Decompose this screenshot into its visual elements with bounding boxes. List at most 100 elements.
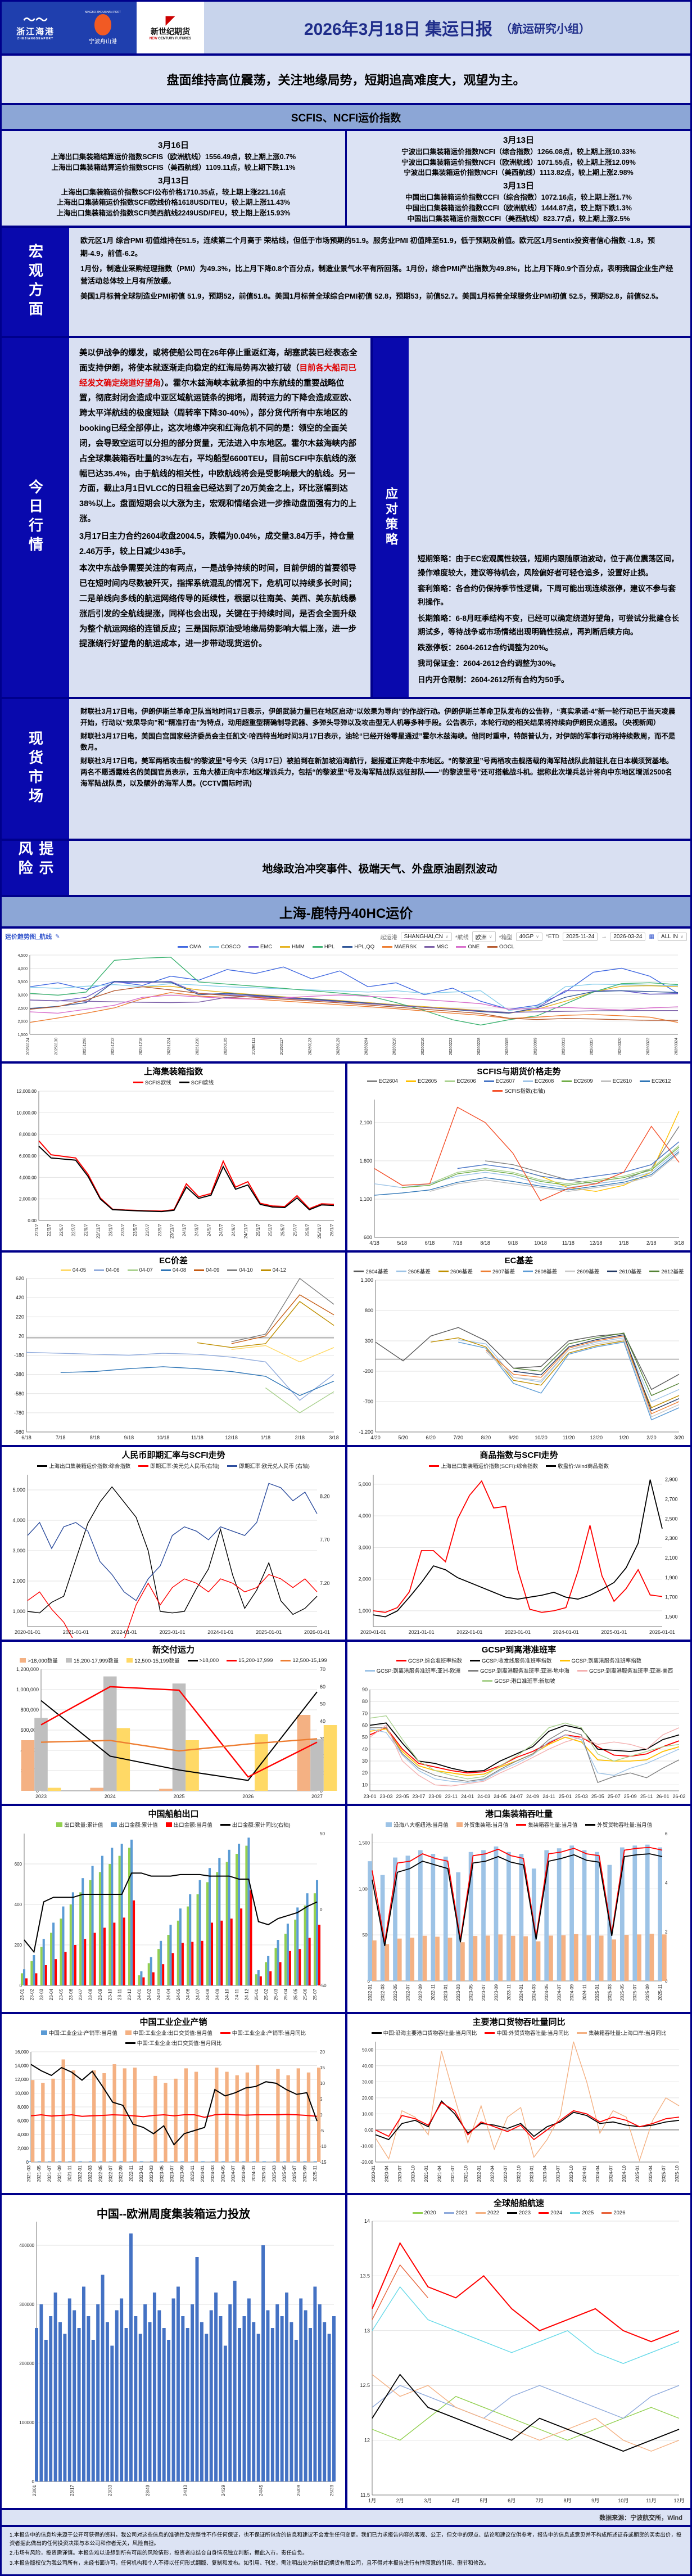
- index-date: 3月16日: [157, 141, 189, 151]
- svg-text:20260320: 20260320: [618, 1038, 622, 1055]
- edit-icon[interactable]: ✎: [55, 933, 60, 940]
- svg-text:420: 420: [16, 1295, 24, 1300]
- etd-to-input[interactable]: 2026-03-24: [610, 932, 646, 941]
- svg-text:12,000: 12,000: [15, 2077, 29, 2082]
- svg-text:2020-10: 2020-10: [410, 2165, 415, 2182]
- svg-text:-10.00: -10.00: [360, 2143, 373, 2149]
- etd-from-input[interactable]: 2025-11-24: [562, 932, 598, 941]
- svg-text:24-03: 24-03: [156, 1988, 161, 2000]
- legend-item: 2608基差: [523, 1267, 557, 1275]
- svg-text:2025-01: 2025-01: [261, 2165, 266, 2182]
- svg-text:220: 220: [16, 1314, 24, 1319]
- legend-item: 04-08: [160, 1267, 186, 1273]
- svg-text:25/5/7: 25/5/7: [281, 1223, 286, 1236]
- svg-text:300: 300: [365, 1338, 373, 1344]
- svg-text:500: 500: [363, 1933, 370, 1938]
- calendar-icon[interactable]: ▦: [649, 933, 654, 940]
- svg-text:5/20: 5/20: [398, 1435, 408, 1440]
- svg-text:2021-07: 2021-07: [47, 2165, 52, 2182]
- svg-text:6/18: 6/18: [21, 1435, 31, 1440]
- container-type-select[interactable]: 40GP ∨: [515, 932, 542, 941]
- strategy-margin: 我司保证金：2604-2612合约调整为30%。: [418, 659, 560, 668]
- chart-row-4: 人民币即期汇率与SCFI走势 上海出口集装箱运价指数:综合指数 即期汇率:美元兑人民…: [2, 1447, 690, 1656]
- origin-port-select[interactable]: SHANGHAI,CN ∨: [400, 932, 452, 941]
- svg-text:2,000.00: 2,000.00: [19, 1197, 37, 1202]
- legend-item: >18,000数量: [20, 1656, 58, 1664]
- svg-text:2022-07: 2022-07: [405, 1984, 410, 2001]
- new-century-futures-logo: ◤ 新世纪期货 NEW CENTURY FUTURES: [137, 2, 204, 53]
- svg-text:23-04: 23-04: [49, 1988, 54, 2000]
- svg-text:2021-11: 2021-11: [67, 2165, 73, 2181]
- svg-text:20251130: 20251130: [55, 1038, 58, 1055]
- svg-text:2022-01-01: 2022-01-01: [111, 1629, 137, 1635]
- ningbo-port-name-en: NINGBO ZHOUSHAN PORT: [84, 10, 121, 14]
- svg-text:2023: 2023: [35, 1794, 47, 1799]
- svg-text:2022-01: 2022-01: [368, 1984, 373, 2001]
- svg-text:620: 620: [16, 1276, 24, 1281]
- svg-text:25-09: 25-09: [624, 1794, 637, 1799]
- svg-text:5,000: 5,000: [12, 1487, 25, 1493]
- legend-item: OOCL: [487, 944, 514, 950]
- svg-text:2020-01: 2020-01: [371, 2165, 376, 2182]
- svg-text:30: 30: [320, 1736, 325, 1741]
- route-value: 欧洲: [475, 934, 487, 941]
- svg-text:22/11/7: 22/11/7: [96, 1223, 101, 1239]
- svg-text:90: 90: [362, 1687, 368, 1692]
- legend-item: EC2607: [483, 1078, 515, 1084]
- svg-text:800: 800: [365, 1308, 373, 1313]
- svg-text:2025-09: 2025-09: [645, 1984, 650, 2001]
- svg-text:1,500: 1,500: [359, 1840, 370, 1845]
- svg-text:1,300: 1,300: [360, 1277, 373, 1283]
- svg-text:-380: -380: [14, 1372, 24, 1377]
- svg-text:2,000: 2,000: [358, 1577, 371, 1582]
- svg-text:2024-03: 2024-03: [532, 1984, 537, 2001]
- svg-text:24-05: 24-05: [494, 1794, 506, 1799]
- freight-chart-title-bar: 上海-鹿特丹40HC运价: [2, 897, 690, 926]
- svg-text:4/18: 4/18: [369, 1240, 379, 1246]
- svg-text:0: 0: [26, 2160, 29, 2165]
- svg-text:3/18: 3/18: [329, 1435, 339, 1440]
- ncf-en-red: NEW: [149, 37, 157, 40]
- svg-text:24/7/7: 24/7/7: [219, 1223, 224, 1236]
- svg-text:4,000: 4,000: [358, 1513, 371, 1519]
- index-line: 宁波出口集装箱运价指数NCFI（综合指数）1266.08点，较上期上涨10.33…: [401, 147, 636, 156]
- chevron-down-icon: ∨: [536, 934, 539, 939]
- svg-text:2021-10: 2021-10: [463, 2165, 468, 2182]
- svg-text:25-07: 25-07: [608, 1794, 621, 1799]
- legend-item: 2024: [539, 2210, 562, 2216]
- index-line: 中国出口集装箱运价指数CCFI（欧洲航线）1444.87点，较上期下跌1.3%: [405, 204, 632, 212]
- legend-item: GCSP:到离港服务准班率指数: [559, 1656, 641, 1664]
- svg-text:2023-11: 2023-11: [190, 2165, 195, 2181]
- svg-text:5/18: 5/18: [397, 1240, 408, 1246]
- new-capacity-chart: 新交付运力 >18,000数量 15,200-17,999数量 12,500-15,1…: [2, 1642, 345, 1804]
- legend-item: GCSP:到离港服务准班率:亚洲-美西: [577, 1667, 673, 1674]
- svg-text:2/20: 2/20: [646, 1435, 657, 1440]
- allin-value: ALL IN: [661, 933, 679, 940]
- legend-item: 集装箱吞吐量:上海口岸:当月同比: [577, 2029, 666, 2037]
- macro-paragraph: 欧元区1月 综合PMI 初值维持在51.5，连续第二个月高于 荣枯线，但低于市场…: [80, 236, 655, 258]
- svg-text:1,000: 1,000: [358, 1608, 371, 1614]
- svg-text:2025-05: 2025-05: [620, 1984, 625, 2001]
- svg-text:20251206: 20251206: [83, 1038, 87, 1055]
- svg-text:14: 14: [364, 2218, 370, 2224]
- svg-text:2/18: 2/18: [646, 1240, 657, 1246]
- route-select[interactable]: 欧洲 ∨: [472, 931, 496, 942]
- svg-text:2023-01: 2023-01: [530, 2165, 535, 2182]
- svg-text:20: 20: [19, 1333, 24, 1339]
- index-col-left: 3月16日 上海出口集装箱结算运价指数SCFIS（欧洲航线）1556.49点，较…: [2, 131, 345, 226]
- global-vessel-speed-chart: 全球船舶航速 2020 2021 2022 2023 2024 2025 2026 11.5 12…: [347, 2195, 690, 2508]
- svg-text:2026-01-01: 2026-01-01: [304, 1629, 330, 1635]
- svg-text:50: 50: [320, 1701, 325, 1707]
- svg-text:10/18: 10/18: [157, 1435, 170, 1440]
- legend-item: 2022: [475, 2210, 499, 2216]
- svg-text:8.20: 8.20: [320, 1494, 330, 1499]
- svg-text:20260216: 20260216: [421, 1038, 425, 1055]
- svg-text:11/18: 11/18: [562, 1240, 575, 1246]
- allin-select[interactable]: ALL IN ∨: [657, 932, 687, 941]
- legend-item: 中国:外贸货物吞吐量:当月同比: [485, 2029, 569, 2037]
- legend-item: 2607基差: [480, 1267, 515, 1275]
- legend-item: >18,000: [187, 1656, 219, 1664]
- svg-text:2024: 2024: [105, 1794, 116, 1799]
- macro-paragraph: 美国1月标普全球制造业PMI初值 51.9，预期52，前值51.8。美国1月标普…: [80, 292, 663, 300]
